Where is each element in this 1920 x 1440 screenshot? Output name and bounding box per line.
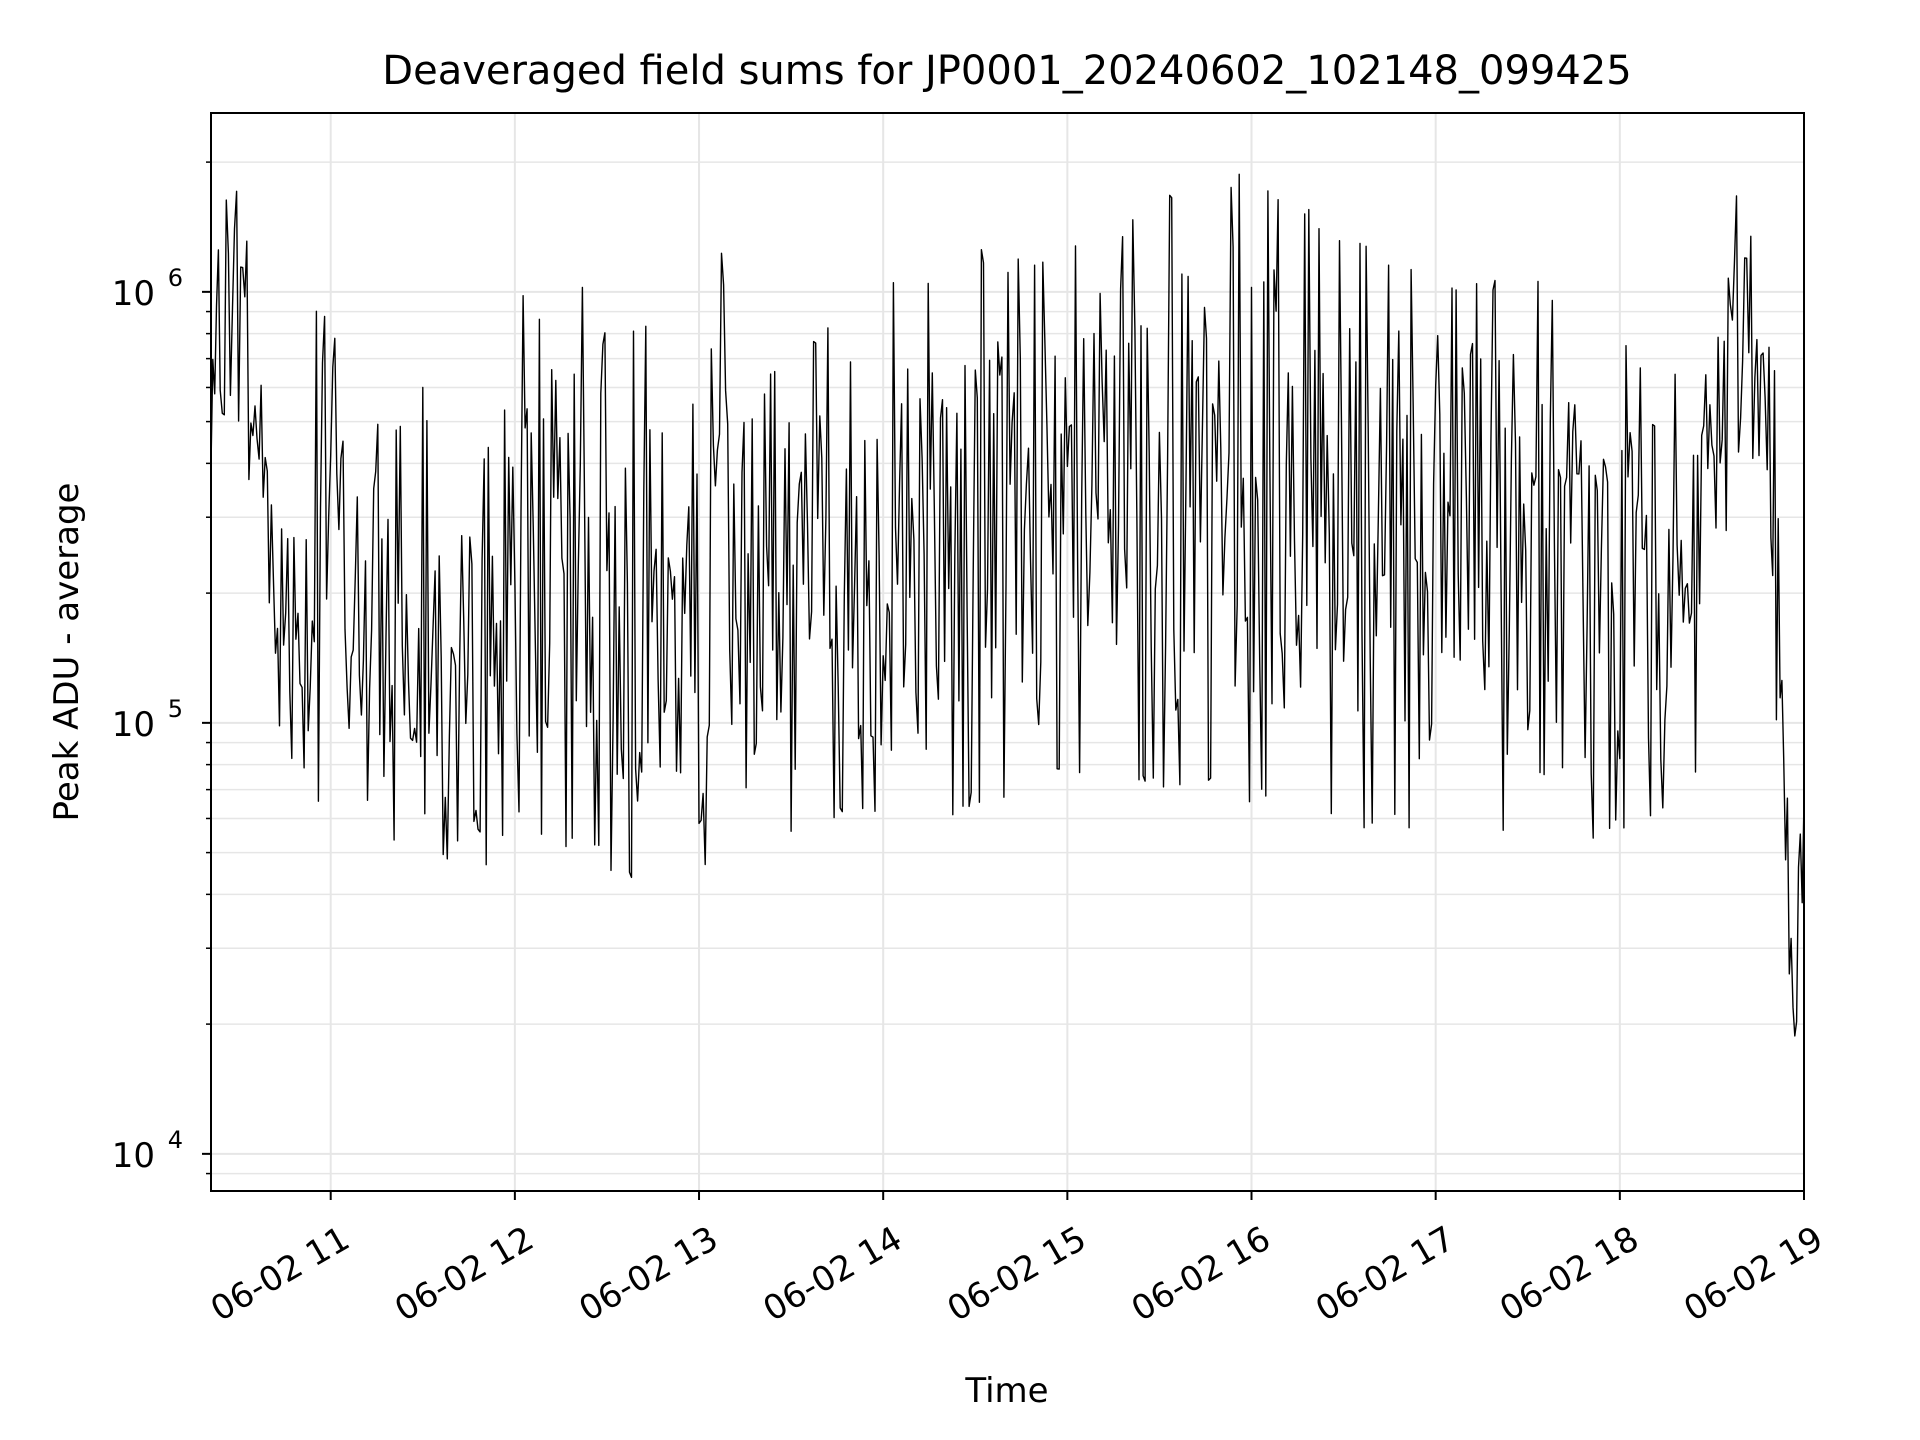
x-tick-label: 06-02 19 [1677,1219,1829,1330]
x-tick-label: 06-02 14 [757,1219,909,1330]
x-tick-label: 06-02 13 [572,1219,724,1330]
x-tick-label: 06-02 16 [1125,1219,1277,1330]
y-tick-exponent: 6 [168,264,183,292]
y-tick-exponent: 4 [168,1126,183,1154]
x-tick-label: 06-02 11 [204,1219,356,1330]
series-line [210,173,1805,1037]
y-axis-label: Peak ADU - average [47,483,87,822]
y-tick-label: 10 [112,705,155,745]
y-tick-label: 10 [112,274,155,314]
x-tick-label: 06-02 12 [388,1219,540,1330]
x-tick-label: 06-02 17 [1309,1219,1461,1330]
chart-title: Deaveraged field sums for JP0001_2024060… [382,48,1631,94]
y-tick-label: 10 [112,1136,155,1176]
x-axis-label: Time [964,1371,1048,1411]
plot-frame [210,112,1805,1192]
y-tick-exponent: 5 [168,695,183,723]
data-series [210,173,1805,1037]
x-tick-label: 06-02 18 [1493,1219,1645,1330]
x-tick-label: 06-02 15 [941,1219,1093,1330]
